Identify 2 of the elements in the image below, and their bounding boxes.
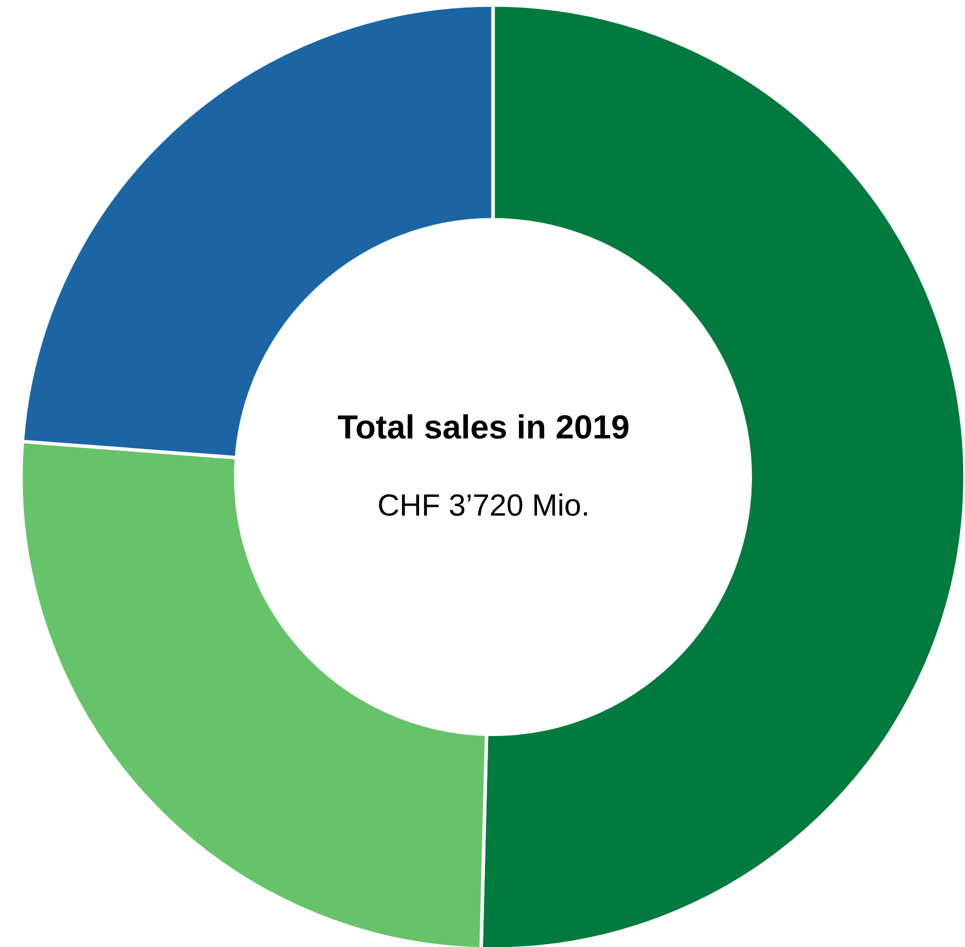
text: CHF 3’720 Mio. bbox=[378, 493, 587, 516]
text: Total sales in 2019 bbox=[338, 414, 628, 439]
